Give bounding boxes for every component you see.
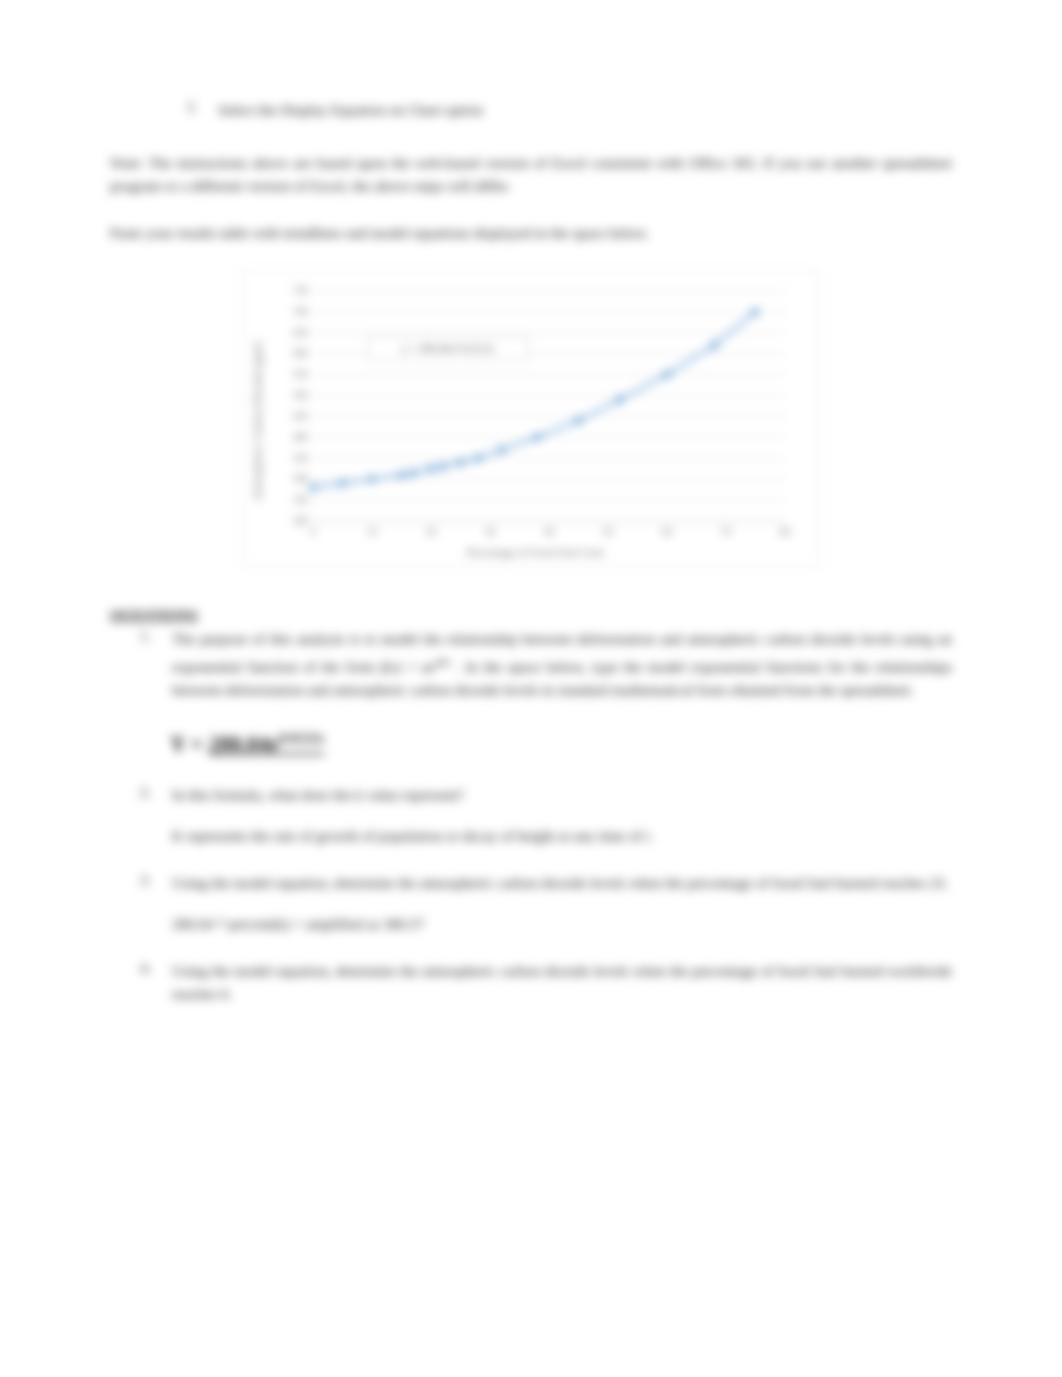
svg-text:40: 40 xyxy=(544,527,554,538)
question-3: 3. Using the model equation, determine t… xyxy=(140,873,952,896)
svg-text:60: 60 xyxy=(662,527,672,538)
model-equation: Y = 280.04e0.0122x xyxy=(170,731,952,757)
question-text: The purpose of this analysis is to model… xyxy=(172,629,952,703)
svg-text:700: 700 xyxy=(293,307,308,318)
eq-coef: 280.04e xyxy=(209,731,279,756)
svg-text:300: 300 xyxy=(293,474,308,485)
note-paragraph: Note: The instructions above are based u… xyxy=(110,153,952,200)
question-text: Using the model equation, determine the … xyxy=(172,961,952,1008)
question-1: 1. The purpose of this analysis is to mo… xyxy=(140,629,952,703)
paste-instruction: Paste your results table with trendlines… xyxy=(110,223,952,246)
question-number: 3. xyxy=(140,873,172,896)
svg-text:50: 50 xyxy=(603,527,613,538)
svg-text:y = 280.04e^0.0122x: y = 280.04e^0.0122x xyxy=(401,343,495,355)
question-text: Using the model equation, determine the … xyxy=(172,873,952,896)
svg-text:250: 250 xyxy=(293,495,308,506)
bullet-num: f. xyxy=(188,100,218,123)
svg-text:30: 30 xyxy=(485,527,495,538)
instruction-bullet-f: f. Select the Display Equation on Chart … xyxy=(188,100,952,123)
question-number: 2. xyxy=(140,785,172,808)
svg-text:550: 550 xyxy=(293,370,308,381)
questions-header: QUESTIONS xyxy=(110,608,952,625)
question-number: 4. xyxy=(140,961,172,1008)
eq-lhs: Y = xyxy=(170,731,209,756)
svg-text:80: 80 xyxy=(780,527,790,538)
chart-x-axis-label: Percentage of Fossil Fuel Used xyxy=(266,547,804,559)
svg-text:200: 200 xyxy=(293,516,308,527)
chart-y-axis-label: Atmospheric Carbon Dioxide (ppm) xyxy=(250,283,266,559)
svg-text:0: 0 xyxy=(311,527,316,538)
svg-text:500: 500 xyxy=(293,391,308,402)
document-page: f. Select the Display Equation on Chart … xyxy=(0,0,1062,1225)
question-2: 2. In this formula, what does the k valu… xyxy=(140,785,952,808)
svg-text:450: 450 xyxy=(293,412,308,423)
q1-inline-formula: f(x) = aemx xyxy=(381,660,451,676)
svg-text:10: 10 xyxy=(367,527,377,538)
answer-3: 280.04 * percent(k) = amplified as 380.5… xyxy=(172,914,952,937)
question-text: In this formula, what does the k value r… xyxy=(172,785,952,808)
svg-text:750: 750 xyxy=(293,286,308,297)
question-number: 1. xyxy=(140,629,172,703)
question-4: 4. Using the model equation, determine t… xyxy=(140,961,952,1008)
bullet-text: Select the Display Equation on Chart opt… xyxy=(218,100,483,123)
svg-text:70: 70 xyxy=(721,527,731,538)
chart-plot: 200 250 300 350 400 450 500 550 600 650 700 750 0 10 2… xyxy=(266,283,804,543)
svg-text:20: 20 xyxy=(426,527,436,538)
chart-container: Atmospheric Carbon Dioxide (ppm) 2002503… xyxy=(241,270,821,568)
svg-text:600: 600 xyxy=(293,349,308,360)
svg-text:350: 350 xyxy=(293,454,308,465)
answer-2: K represents the rate of growth of popul… xyxy=(172,826,952,849)
svg-text:650: 650 xyxy=(293,328,308,339)
svg-text:400: 400 xyxy=(293,433,308,444)
eq-exp: 0.0122x xyxy=(279,732,325,747)
